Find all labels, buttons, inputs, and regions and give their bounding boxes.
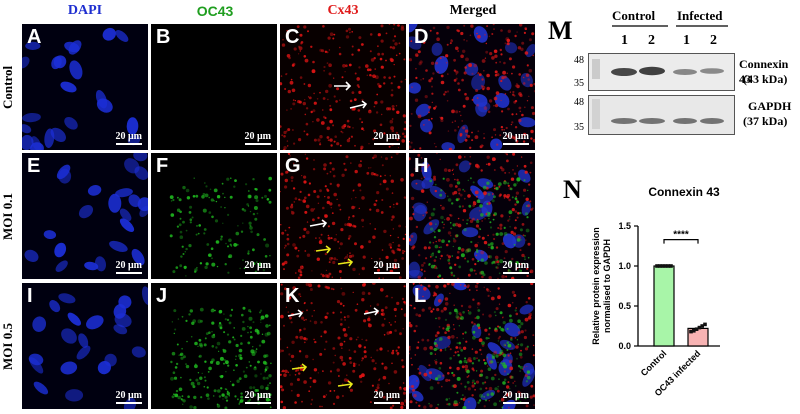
panel-oc43-control: B 20 μm: [151, 24, 277, 150]
bar: [653, 265, 675, 347]
data-point: [666, 264, 670, 268]
lane-label: 2: [710, 33, 717, 48]
column-header-cx43: Cx43: [327, 3, 359, 18]
panel-dapi-moi05: I 20 μm: [22, 283, 148, 409]
column-header-merged: Merged: [449, 3, 497, 18]
scale-bar: 20 μm: [244, 260, 271, 274]
scale-bar: 20 μm: [244, 390, 271, 404]
data-point: [660, 264, 665, 268]
column-header-dapi: DAPI: [67, 3, 103, 18]
row-label-moi-01: MOI 0.1: [0, 193, 15, 241]
data-point: [703, 322, 707, 327]
panel-letter: H: [414, 155, 429, 177]
panel-oc43-moi05: J 20 μm: [151, 283, 277, 409]
panel-cx43-moi01: G 20 μm: [280, 153, 406, 279]
column-header-oc43: OC43: [196, 3, 234, 19]
figure-letter-m: M: [548, 16, 573, 45]
data-point: [669, 264, 673, 268]
data-point: [689, 329, 693, 334]
blot-group-control: Control: [612, 8, 656, 23]
bar-chart: Connexin 43 0.0 0.5 1.0 1.5 Relative protein…: [591, 185, 720, 398]
panel-cx43-control: C 20 μm: [280, 24, 406, 150]
panel-letter: L: [414, 285, 427, 307]
y-tick-label: 0.5: [618, 301, 631, 311]
y-tick-label: 0.0: [618, 341, 631, 351]
significance-label: ****: [673, 230, 689, 241]
x-tick-label: Control: [639, 348, 669, 378]
protein-gapdh-name: GAPDH: [748, 99, 792, 113]
panel-merged-control: D 20 μm: [409, 24, 535, 150]
marker-35-top: 35: [574, 78, 584, 89]
panel-letter: K: [285, 285, 300, 307]
blot-connexin43: [588, 53, 735, 91]
marker-48-top: 48: [574, 55, 584, 66]
panel-letter: F: [156, 155, 169, 177]
panel-dapi-control: A 20 μm: [22, 24, 148, 150]
data-point: [700, 324, 704, 328]
scale-bar: 20 μm: [373, 131, 400, 145]
y-axis-label: Relative protein expressionnormalised to…: [591, 227, 612, 345]
scale-bar: 20 μm: [115, 131, 142, 145]
scale-bar: 20 μm: [502, 131, 529, 145]
panel-letter: C: [285, 26, 300, 48]
y-tick-label: 1.5: [618, 221, 631, 231]
protein-connexin43-name: Connexin 43: [739, 57, 789, 86]
blot-group-underlines: [612, 25, 728, 27]
blot-gapdh: [588, 95, 735, 135]
data-point: [697, 325, 702, 330]
panel-letter: I: [27, 285, 33, 307]
blot-group-infected: Infected: [677, 8, 723, 23]
panel-letter: B: [156, 26, 171, 48]
significance-bracket: [663, 239, 699, 244]
data-point: [663, 264, 668, 268]
panel-letter: G: [285, 155, 301, 177]
protein-gapdh-size: (37 kDa): [743, 114, 788, 128]
y-tick-label: 1.0: [618, 261, 631, 271]
scale-bar: 20 μm: [244, 131, 271, 145]
scale-bar: 20 μm: [373, 260, 400, 274]
panel-letter: J: [156, 285, 168, 307]
marker-35-bottom: 35: [574, 122, 584, 133]
panel-oc43-moi01: F 20 μm: [151, 153, 277, 279]
panel-letter: A: [27, 26, 42, 48]
data-point: [658, 264, 662, 268]
panel-letter: E: [27, 155, 41, 177]
panel-merged-moi05: L 20 μm: [409, 283, 535, 409]
panel-cx43-moi05: K 20 μm: [280, 283, 406, 409]
scale-bar: 20 μm: [373, 390, 400, 404]
data-point: [655, 264, 659, 268]
scale-bar: 20 μm: [502, 260, 529, 274]
panel-letter: D: [414, 26, 429, 48]
protein-connexin43-size: (43 kDa): [743, 72, 788, 86]
lane-label: 1: [683, 33, 690, 48]
scale-bar: 20 μm: [502, 390, 529, 404]
lane-label: 2: [648, 33, 655, 48]
row-label-moi-05: MOI 0.5: [0, 323, 15, 371]
panel-dapi-moi01: E 20 μm: [22, 153, 148, 279]
data-point: [694, 327, 699, 331]
marker-48-bottom: 48: [574, 97, 584, 108]
figure-letter-n: N: [563, 175, 582, 204]
lane-label: 1: [621, 33, 628, 48]
chart-title: Connexin 43: [648, 185, 720, 199]
data-point: [692, 329, 696, 333]
scale-bar: 20 μm: [115, 260, 142, 274]
panel-merged-moi01: H 20 μm: [409, 153, 535, 279]
scale-bar: 20 μm: [115, 390, 142, 404]
row-label-control: Control: [0, 65, 15, 109]
